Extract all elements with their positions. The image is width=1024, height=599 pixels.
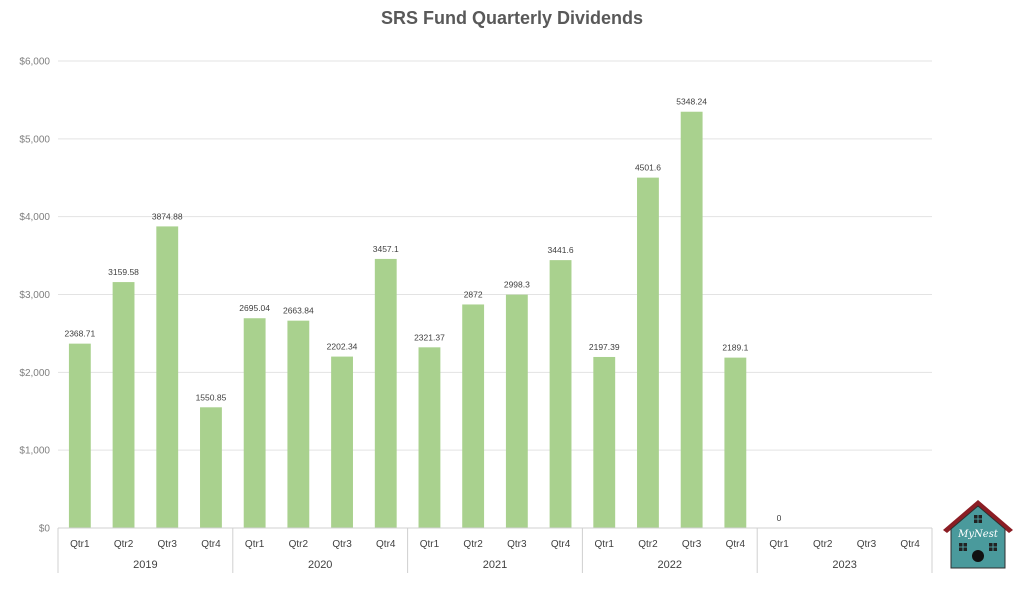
y-tick-label: $6,000 (19, 57, 50, 68)
y-tick-label: $0 (39, 524, 51, 535)
data-label: 1550.85 (196, 392, 227, 402)
x-tick-label: Qtr4 (551, 539, 571, 550)
bar (593, 356, 616, 528)
x-tick-label: Qtr1 (769, 539, 789, 550)
x-tick-label: Qtr2 (813, 539, 833, 550)
x-group-label: 2021 (483, 559, 507, 571)
mynest-logo: MyNest (943, 500, 1013, 569)
data-label: 2368.71 (64, 329, 95, 339)
x-group-label: 2022 (658, 559, 682, 571)
bar (156, 226, 179, 529)
y-tick-label: $5,000 (19, 134, 50, 145)
x-tick-label: Qtr3 (507, 539, 527, 550)
data-label: 3874.88 (152, 211, 183, 221)
x-group-label: 2019 (133, 559, 157, 571)
y-tick-label: $3,000 (19, 290, 50, 301)
data-label: 2872 (464, 289, 483, 299)
bar (680, 111, 703, 529)
data-label: 2197.39 (589, 342, 620, 352)
bar (200, 407, 222, 528)
bar (418, 347, 441, 528)
x-tick-label: Qtr4 (726, 539, 746, 550)
x-tick-label: Qtr1 (595, 539, 615, 550)
bar (243, 318, 266, 528)
y-tick-label: $4,000 (19, 212, 50, 223)
y-tick-label: $1,000 (19, 446, 50, 457)
x-tick-label: Qtr2 (463, 539, 483, 550)
logo-house-body (950, 505, 1006, 569)
x-axis: 2019 Qtr1 Qtr2 Qtr3 Qtr4 2020 Qtr1 Qtr2 Qtr3 Qtr4… (57, 527, 933, 573)
chart-title: SRS Fund Quarterly Dividends (381, 8, 643, 28)
bar (287, 320, 310, 528)
data-label: 3457.1 (373, 244, 399, 254)
bar (505, 294, 528, 528)
x-tick-label: Qtr4 (900, 539, 920, 550)
x-group-label: 2023 (832, 559, 856, 571)
data-labels: 2368.71 3159.58 3874.88 1550.85 2695.04 2663.… (64, 97, 781, 523)
data-label: 2998.3 (504, 280, 530, 290)
bar (331, 356, 353, 528)
bar (374, 258, 397, 528)
x-tick-label: Qtr1 (70, 539, 90, 550)
x-tick-label: Qtr3 (682, 539, 702, 550)
x-group-label: 2020 (308, 559, 332, 571)
data-label: 2189.1 (722, 343, 748, 353)
x-tick-label: Qtr2 (638, 539, 658, 550)
data-label: 2663.84 (283, 306, 314, 316)
x-tick-label: Qtr4 (201, 539, 221, 550)
bar (637, 177, 659, 528)
x-tick-label: Qtr1 (245, 539, 265, 550)
logo-entrance-hole (972, 550, 984, 562)
x-tick-label: Qtr2 (289, 539, 309, 550)
bars (68, 111, 747, 529)
gridlines (58, 60, 932, 451)
bar (724, 357, 747, 528)
data-label: 2321.37 (414, 332, 445, 342)
x-tick-label: Qtr3 (857, 539, 877, 550)
bar (549, 260, 572, 528)
bar (68, 343, 91, 528)
data-label: 2695.04 (239, 303, 270, 313)
logo-text: MyNest (957, 529, 999, 540)
data-label: 4501.6 (635, 163, 661, 173)
x-tick-label: Qtr2 (114, 539, 134, 550)
x-tick-label: Qtr4 (376, 539, 396, 550)
data-label: 2202.34 (327, 342, 358, 352)
x-tick-label: Qtr1 (420, 539, 440, 550)
data-label: 5348.24 (676, 97, 707, 107)
data-label: 3159.58 (108, 267, 139, 277)
bar (112, 282, 135, 528)
data-label: 0 (777, 513, 782, 523)
y-tick-label: $2,000 (19, 368, 50, 379)
bar (462, 304, 485, 528)
y-axis-ticks: $0 $1,000 $2,000 $3,000 $4,000 $5,000 $6,000 (19, 57, 50, 535)
x-tick-label: Qtr3 (158, 539, 178, 550)
x-tick-label: Qtr3 (332, 539, 352, 550)
data-label: 3441.6 (548, 245, 574, 255)
